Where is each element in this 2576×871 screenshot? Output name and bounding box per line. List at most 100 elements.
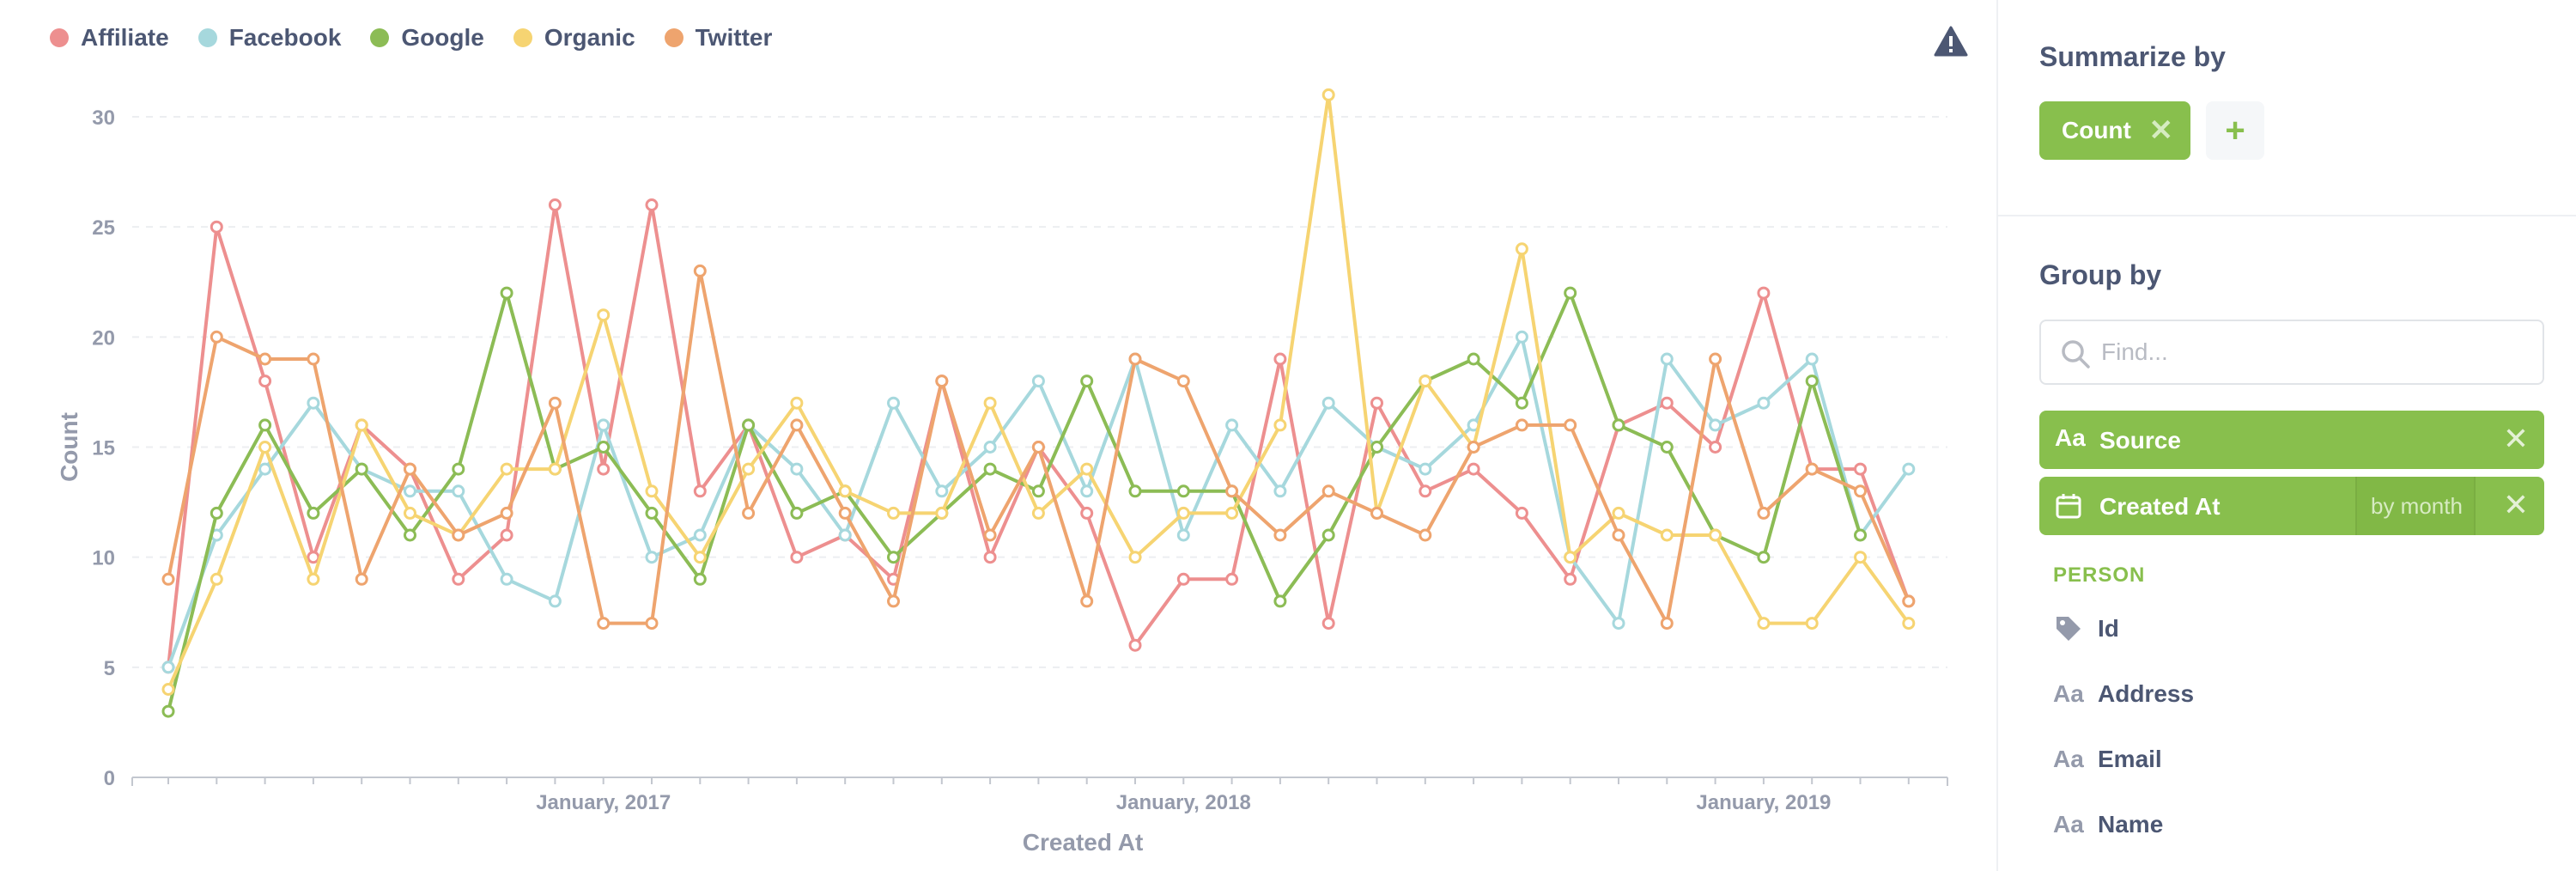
- data-point: [307, 352, 320, 366]
- legend-dot: [50, 28, 69, 47]
- data-point: [1080, 462, 1094, 476]
- data-point: [355, 572, 368, 586]
- find-field-box[interactable]: [2039, 320, 2544, 385]
- data-point: [210, 506, 223, 520]
- plus-icon: +: [2225, 111, 2245, 149]
- data-point: [1660, 441, 1674, 454]
- y-axis-title: Count: [56, 412, 82, 482]
- data-point: [1176, 528, 1190, 542]
- search-icon: [2062, 340, 2090, 368]
- data-point: [983, 396, 997, 410]
- data-point: [1031, 506, 1045, 520]
- data-point: [161, 661, 175, 674]
- data-point: [597, 308, 611, 322]
- data-point: [887, 551, 900, 564]
- data-point: [1854, 484, 1867, 498]
- data-point: [1709, 441, 1722, 454]
- data-point: [1321, 484, 1335, 498]
- series-line: [167, 93, 1911, 691]
- y-tick-label: 30: [92, 107, 115, 130]
- data-point: [1660, 396, 1674, 410]
- x-tick-label: January, 2019: [1696, 791, 1831, 814]
- breakout-source[interactable]: Aa Source ✕: [2039, 411, 2544, 469]
- data-point: [1225, 506, 1239, 520]
- data-point: [1660, 352, 1674, 366]
- data-point: [355, 462, 368, 476]
- add-metric-button[interactable]: +: [2206, 101, 2264, 160]
- legend-item-google[interactable]: Google: [370, 24, 484, 52]
- data-point: [1660, 617, 1674, 630]
- legend-label: Twitter: [695, 24, 773, 51]
- data-point: [1128, 352, 1142, 366]
- data-point: [1225, 418, 1239, 432]
- warning-triangle-icon[interactable]: [1934, 26, 1968, 57]
- data-point: [1805, 352, 1819, 366]
- legend-item-twitter[interactable]: Twitter: [664, 24, 773, 52]
- legend-dot: [370, 28, 390, 47]
- close-icon[interactable]: ✕: [2502, 487, 2529, 522]
- find-input[interactable]: [2101, 335, 2522, 369]
- text-type-icon: Aa: [2055, 424, 2086, 451]
- legend-label: Google: [401, 24, 484, 51]
- legend-item-affiliate[interactable]: Affiliate: [50, 24, 169, 52]
- data-point: [742, 506, 756, 520]
- data-point: [1757, 551, 1771, 564]
- data-point: [1273, 594, 1287, 608]
- field-email[interactable]: Aa Email: [2053, 742, 2162, 777]
- data-point: [887, 594, 900, 608]
- data-point: [1660, 528, 1674, 542]
- data-point: [645, 551, 659, 564]
- data-point: [500, 286, 513, 300]
- data-point: [1080, 484, 1094, 498]
- data-point: [935, 484, 949, 498]
- data-point: [790, 396, 804, 410]
- data-point: [161, 704, 175, 718]
- data-point: [355, 418, 368, 432]
- data-point: [1564, 418, 1577, 432]
- data-point: [1467, 352, 1480, 366]
- data-point: [1515, 396, 1528, 410]
- data-point: [1564, 286, 1577, 300]
- data-point: [645, 506, 659, 520]
- data-point: [1321, 88, 1335, 101]
- data-point: [404, 462, 416, 476]
- data-point: [1321, 528, 1335, 542]
- data-point: [1902, 617, 1916, 630]
- data-point: [1031, 484, 1045, 498]
- temporal-bucket-button[interactable]: by month: [2355, 477, 2476, 535]
- legend-label: Affiliate: [81, 24, 169, 51]
- data-point: [307, 551, 320, 564]
- data-point: [258, 375, 272, 388]
- breakout-created-at[interactable]: Created At by month ✕: [2039, 477, 2544, 535]
- data-point: [693, 572, 707, 586]
- x-tick-label: January, 2017: [536, 791, 671, 814]
- data-point: [1273, 528, 1287, 542]
- series-twitter: [161, 264, 1916, 630]
- legend-item-facebook[interactable]: Facebook: [197, 24, 341, 52]
- data-point: [1902, 462, 1916, 476]
- series-line: [167, 291, 1862, 712]
- data-point: [983, 462, 997, 476]
- data-point: [161, 683, 175, 696]
- data-point: [548, 462, 562, 476]
- metric-count-pill[interactable]: Count ✕: [2039, 101, 2190, 160]
- data-point: [1709, 352, 1722, 366]
- legend-dot: [197, 28, 217, 47]
- legend-item-organic[interactable]: Organic: [513, 24, 635, 52]
- close-icon[interactable]: ✕: [2502, 421, 2529, 456]
- field-name[interactable]: Aa Name: [2053, 807, 2163, 842]
- series-organic: [161, 88, 1916, 696]
- data-point: [1757, 617, 1771, 630]
- data-point: [838, 484, 852, 498]
- series-line: [167, 203, 1911, 668]
- data-point: [1176, 484, 1190, 498]
- close-icon[interactable]: ✕: [2148, 114, 2174, 147]
- data-point: [935, 506, 949, 520]
- field-address[interactable]: Aa Address: [2053, 677, 2194, 711]
- data-point: [645, 617, 659, 630]
- data-point: [597, 617, 611, 630]
- field-id[interactable]: Id: [2053, 612, 2119, 646]
- data-point: [1370, 396, 1383, 410]
- text-type-icon: Aa: [2053, 680, 2084, 707]
- data-point: [1805, 617, 1819, 630]
